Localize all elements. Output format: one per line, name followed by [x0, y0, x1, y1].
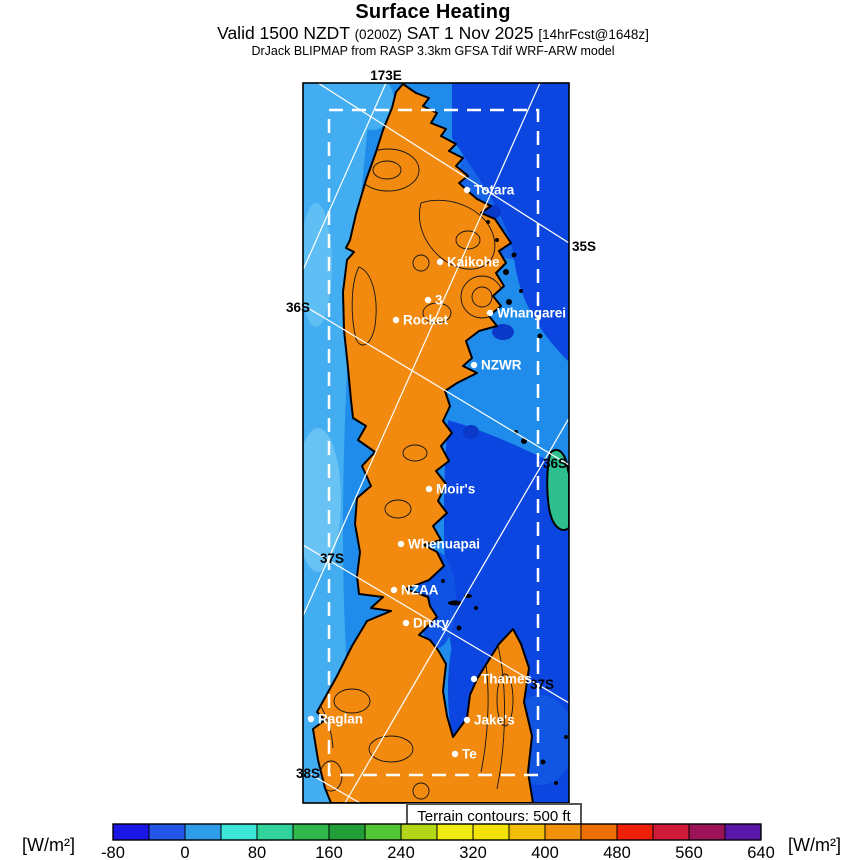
colorbar-segment	[436, 823, 474, 841]
colorbar-segment	[364, 823, 402, 841]
colorbar-tick-label: 400	[531, 844, 559, 860]
graticule-label: 38S	[296, 766, 320, 781]
colorbar-tick-label: -80	[101, 844, 125, 860]
site-dot	[307, 715, 315, 723]
colorbar-segment	[400, 823, 438, 841]
colorbar-segment	[184, 823, 222, 841]
colorbar-tick-label: 480	[603, 844, 631, 860]
colorbar-segment	[328, 823, 366, 841]
colorbar-segment	[256, 823, 294, 841]
site-dot	[425, 485, 433, 493]
site-dot	[463, 186, 471, 194]
site-dot	[470, 361, 478, 369]
site-label: Whangarei	[497, 306, 566, 321]
valid-time-line: Valid 1500 NZDT (0200Z) SAT 1 Nov 2025 […	[16, 23, 850, 44]
site-label: Te	[462, 747, 477, 762]
colorbar: [W/m²] -80 0 80 160 240 320 400 480 560 640 [W/m²…	[22, 823, 841, 860]
site-dot	[397, 540, 405, 548]
colorbar-segment	[472, 823, 510, 841]
colorbar-tick-label: 320	[459, 844, 487, 860]
site-label: Raglan	[318, 712, 363, 727]
graticule-lines	[303, 83, 569, 803]
colorbar-segment	[688, 823, 726, 841]
colorbar-segment	[112, 823, 150, 841]
valid-time-zulu: (0200Z)	[354, 27, 402, 42]
land-layer	[312, 83, 569, 803]
site-label: Whenuapai	[408, 537, 480, 552]
colorbar-segments	[112, 823, 762, 841]
model-domain-box	[327, 108, 540, 777]
graticule-label: 36S	[286, 300, 310, 315]
graticule-label: 37S	[530, 677, 554, 692]
site-label: Moir's	[436, 482, 475, 497]
colorbar-tick-label: 240	[387, 844, 415, 860]
site-dot	[436, 258, 444, 266]
site-label: Jake's	[474, 713, 515, 728]
valid-time-main: Valid 1500 NZDT	[217, 23, 350, 43]
site-dot	[392, 316, 400, 324]
colorbar-ticks: -80 0 80 160 240 320 400 480 560 640	[101, 844, 775, 860]
colorbar-segment	[292, 823, 330, 841]
graticule-labels: 173E 35S 36S 36S 37S 37S 38S	[286, 68, 596, 781]
site-label: Rocket	[403, 313, 449, 328]
colorbar-segment	[508, 823, 546, 841]
colorbar-segment	[580, 823, 618, 841]
terrain-note-text: Terrain contours: 500 ft	[417, 808, 571, 825]
colorbar-segment	[148, 823, 186, 841]
colorbar-tick-label: 560	[675, 844, 703, 860]
colorbar-tick-label: 80	[248, 844, 266, 860]
forecast-tag: [14hrFcst@1648z]	[538, 27, 649, 42]
site-dot	[486, 309, 494, 317]
site-label: Drury	[413, 616, 450, 631]
page-title: Surface Heating	[355, 1, 511, 23]
terrain-note: Terrain contours: 500 ft	[406, 803, 582, 828]
graticule-label: 173E	[370, 68, 402, 83]
site-label: NZAA	[401, 583, 439, 598]
site-dot	[463, 716, 471, 724]
site-label: Kaikohe	[447, 255, 500, 270]
site-label: Totara	[474, 183, 515, 198]
colorbar-unit-left: [W/m²]	[22, 835, 75, 855]
valid-date: SAT 1 Nov 2025	[406, 23, 534, 43]
model-line: DrJack BLIPMAP from RASP 3.3km GFSA Tdif…	[251, 44, 615, 58]
site-label: Thames	[481, 672, 532, 687]
site-dot	[470, 675, 478, 683]
colorbar-segment	[616, 823, 654, 841]
graticule-label: 35S	[572, 239, 596, 254]
colorbar-tick-label: 640	[747, 844, 775, 860]
colorbar-segment	[544, 823, 582, 841]
graticule-label: 37S	[320, 551, 344, 566]
site-dot	[424, 296, 432, 304]
colorbar-tick-label: 160	[315, 844, 343, 860]
site-dot	[451, 750, 459, 758]
site-label: NZWR	[481, 358, 522, 373]
colorbar-segment	[652, 823, 690, 841]
site-label: 3	[435, 293, 443, 308]
colorbar-segment	[724, 823, 762, 841]
graticule-label: 36S	[543, 456, 567, 471]
colorbar-tick-label: 0	[180, 844, 189, 860]
site-dot	[402, 619, 410, 627]
colorbar-unit-right: [W/m²]	[788, 835, 841, 855]
colorbar-segment	[220, 823, 258, 841]
site-dot	[390, 586, 398, 594]
site-labels: Totara Kaikohe 3 Whangarei Rocket NZWR Moir's W…	[307, 183, 566, 762]
